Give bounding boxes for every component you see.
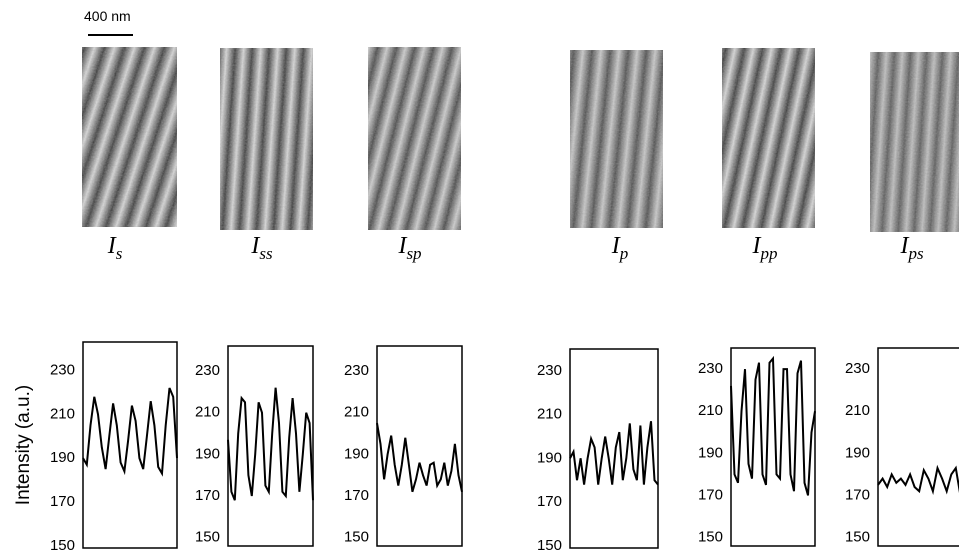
image-label-main: I [250, 233, 260, 259]
plots: 150 170 190 210 230 Intensity (a.u.) 150 170 190… [13, 341, 959, 550]
image-label-main: I [107, 233, 117, 259]
y-axis-label: Intensity (a.u.) [13, 385, 34, 505]
image-label: Isp [397, 233, 421, 263]
y-tick-label: 170 [698, 486, 723, 503]
y-tick-label: 170 [195, 487, 220, 504]
micrograph-grain [368, 47, 461, 230]
images: Is Iss Isp Ip Ipp Ips [82, 47, 959, 263]
plot-frame [569, 348, 659, 549]
intensity-line [376, 422, 463, 493]
y-tick-label: 230 [845, 360, 870, 377]
plot-frame [730, 347, 816, 547]
image-label-sub: pp [760, 244, 778, 263]
y-tick-label: 210 [50, 405, 75, 422]
y-tick-label: 170 [537, 493, 562, 510]
y-tick-label: 210 [845, 402, 870, 419]
image-label: Ipp [752, 233, 778, 263]
y-tick-label: 230 [344, 362, 369, 379]
y-tick-label: 150 [698, 529, 723, 546]
image-label-sub: p [619, 244, 629, 263]
image-label-main: I [611, 233, 621, 259]
intensity-line [730, 355, 816, 496]
y-tick-label: 150 [50, 537, 75, 550]
plot-frame [82, 341, 178, 549]
y-tick-label: 150 [344, 529, 369, 546]
y-tick-label: 170 [344, 487, 369, 504]
y-tick-label: 190 [537, 449, 562, 466]
image-label: Ips [899, 233, 924, 263]
plot-frame [877, 347, 959, 547]
image-label-main: I [752, 233, 762, 259]
y-tick-label: 190 [50, 449, 75, 466]
scale-bar-label: 400 nm [84, 8, 131, 24]
y-tick-label: 190 [195, 445, 220, 462]
micrograph-grain [570, 50, 663, 228]
y-tick-label: 190 [845, 444, 870, 461]
y-tick-label: 190 [344, 445, 369, 462]
image-label-main: I [899, 233, 909, 259]
y-tick-label: 210 [195, 404, 220, 421]
micrograph-grain [870, 52, 959, 232]
micrograph-grain [722, 48, 815, 228]
y-tick-label: 150 [537, 537, 562, 550]
image-label-sub: s [116, 244, 123, 263]
micrograph-grain [82, 47, 177, 227]
y-tick-label: 170 [50, 493, 75, 510]
image-label: Ip [611, 233, 629, 263]
y-tick-label: 210 [698, 402, 723, 419]
y-tick-label: 230 [195, 362, 220, 379]
image-label-main: I [397, 233, 407, 259]
y-tick-label: 190 [698, 444, 723, 461]
plot-frame [376, 345, 463, 547]
y-tick-label: 230 [698, 360, 723, 377]
intensity-line [227, 387, 314, 501]
y-tick-label: 150 [195, 529, 220, 546]
image-label-sub: sp [406, 244, 421, 263]
intensity-line [877, 464, 959, 495]
image-label: Iss [250, 233, 273, 263]
image-label: Is [107, 233, 123, 263]
intensity-line [82, 387, 178, 477]
image-label-sub: ps [907, 244, 924, 263]
micrograph-grain [220, 48, 313, 230]
y-tick-label: 230 [537, 362, 562, 379]
intensity-line [569, 421, 659, 486]
image-label-sub: ss [259, 244, 273, 263]
y-tick-label: 210 [344, 404, 369, 421]
y-tick-label: 230 [50, 361, 75, 378]
y-tick-label: 150 [845, 529, 870, 546]
y-tick-label: 170 [845, 486, 870, 503]
y-tick-label: 210 [537, 406, 562, 423]
